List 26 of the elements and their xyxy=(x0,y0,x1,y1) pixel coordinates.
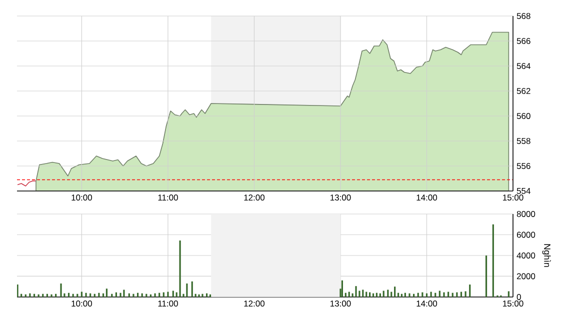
x-tick-label: 14:00 xyxy=(416,194,438,201)
x-tick-label: 13:00 xyxy=(330,194,351,201)
x-tick-label: 11:00 xyxy=(158,300,178,307)
y-tick-label: 6000 xyxy=(516,232,536,238)
y-tick-label: 564 xyxy=(516,62,530,69)
y-tick-label: 556 xyxy=(516,162,530,169)
y-tick-label: 566 xyxy=(516,38,530,44)
x-tick-label: 11:00 xyxy=(158,194,178,201)
x-tick-label: 15:00 xyxy=(503,300,524,307)
x-tick-label: 14:00 xyxy=(416,300,438,307)
y-tick-label: 554 xyxy=(516,188,530,194)
x-tick-label: 12:00 xyxy=(244,194,265,201)
y-tick-label: 568 xyxy=(516,12,530,19)
y-tick-label: 562 xyxy=(516,88,530,94)
y-tick-label: 560 xyxy=(516,112,530,119)
x-tick-label: 15:00 xyxy=(503,194,524,201)
x-tick-label: 12:00 xyxy=(244,300,265,307)
x-tick-label: 10:00 xyxy=(72,194,92,201)
x-tick-label: 13:00 xyxy=(330,300,351,307)
y-tick-label: 8000 xyxy=(516,210,536,217)
y-tick-label: 2000 xyxy=(516,273,536,280)
y-tick-label: 0 xyxy=(516,294,521,300)
y2-axis-title: Nghìn xyxy=(542,244,551,267)
x-tick-label: 10:00 xyxy=(72,300,92,307)
y-tick-label: 558 xyxy=(516,138,530,144)
y-tick-label: 4000 xyxy=(516,252,536,258)
